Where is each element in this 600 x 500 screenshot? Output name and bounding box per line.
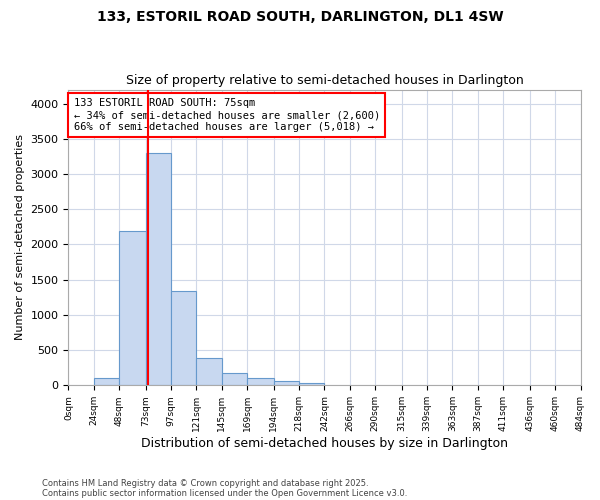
Text: Contains HM Land Registry data © Crown copyright and database right 2025.: Contains HM Land Registry data © Crown c…: [42, 478, 368, 488]
Bar: [299, 383, 325, 386]
Text: 133 ESTORIL ROAD SOUTH: 75sqm
← 34% of semi-detached houses are smaller (2,600)
: 133 ESTORIL ROAD SOUTH: 75sqm ← 34% of s…: [74, 98, 380, 132]
Bar: [94, 378, 119, 386]
Bar: [222, 374, 247, 386]
Title: Size of property relative to semi-detached houses in Darlington: Size of property relative to semi-detach…: [125, 74, 523, 87]
Text: Contains public sector information licensed under the Open Government Licence v3: Contains public sector information licen…: [42, 488, 407, 498]
Text: 133, ESTORIL ROAD SOUTH, DARLINGTON, DL1 4SW: 133, ESTORIL ROAD SOUTH, DARLINGTON, DL1…: [97, 10, 503, 24]
Bar: [274, 382, 299, 386]
Bar: [171, 291, 196, 386]
Y-axis label: Number of semi-detached properties: Number of semi-detached properties: [15, 134, 25, 340]
Bar: [196, 358, 222, 386]
Bar: [247, 378, 274, 386]
X-axis label: Distribution of semi-detached houses by size in Darlington: Distribution of semi-detached houses by …: [141, 437, 508, 450]
Bar: [119, 231, 146, 386]
Bar: [146, 153, 171, 386]
